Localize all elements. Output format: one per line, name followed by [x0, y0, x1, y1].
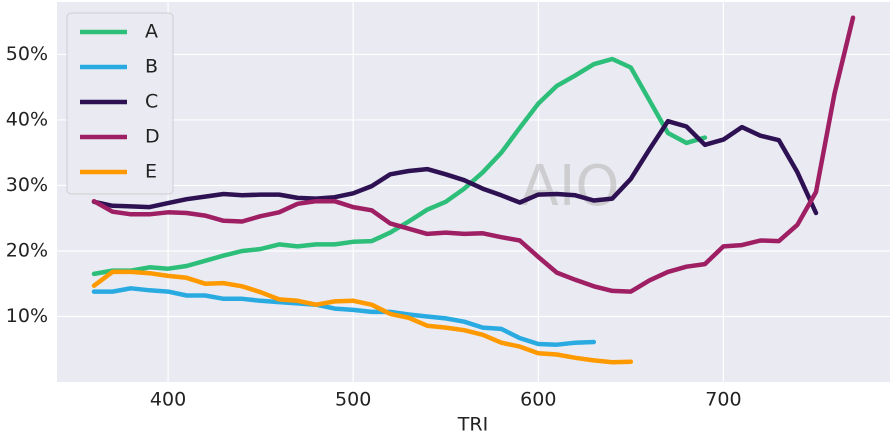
legend-label: A	[145, 21, 158, 43]
y-tick-label: 20%	[6, 239, 48, 261]
legend-label: D	[145, 126, 160, 148]
legend-label: E	[145, 161, 157, 183]
line-series	[91, 286, 597, 347]
x-tick-label: 700	[705, 389, 741, 411]
x-tick-label: 600	[520, 389, 556, 411]
line-series	[91, 118, 819, 216]
line-series	[91, 269, 634, 365]
legend-label: B	[145, 56, 158, 78]
legend-label: C	[145, 91, 158, 113]
x-tick-label: 500	[335, 389, 371, 411]
line-series	[91, 15, 856, 294]
x-axis-label: TRI	[457, 414, 488, 434]
y-tick-label: 50%	[6, 43, 48, 65]
y-tick-label: 10%	[6, 305, 48, 327]
x-tick-label: 400	[150, 389, 186, 411]
y-tick-label: 40%	[6, 108, 48, 130]
y-tick-label: 30%	[6, 174, 48, 196]
watermark: AIO	[521, 154, 620, 219]
plot-area	[57, 2, 890, 382]
